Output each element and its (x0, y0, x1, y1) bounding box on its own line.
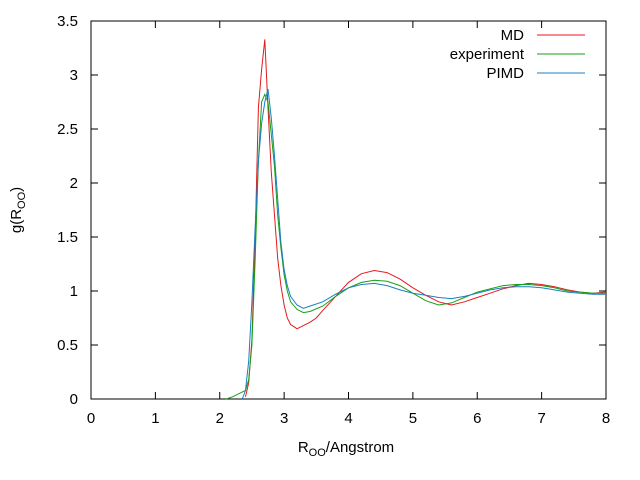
y-tick-label: 0 (70, 391, 78, 408)
y-tick-label: 1 (70, 283, 78, 300)
x-tick-label: 3 (280, 410, 288, 427)
x-tick-label: 5 (409, 410, 417, 427)
series-lines (226, 39, 607, 400)
x-tick-label: 2 (216, 410, 224, 427)
x-tick-label: 7 (537, 410, 545, 427)
y-tick-label: 2 (70, 175, 78, 192)
x-tick-label: 1 (151, 410, 159, 427)
legend-label-experiment: experiment (450, 46, 525, 63)
x-tick-label: 4 (344, 410, 352, 427)
legend-label-pimd: PIMD (487, 65, 525, 82)
y-tick-label: 2.5 (57, 121, 78, 138)
legend-label-md: MD (501, 27, 524, 44)
series-line-pimd (241, 88, 606, 400)
y-tick-label: 1.5 (57, 229, 78, 246)
x-tick-label: 0 (87, 410, 95, 427)
y-tick-label: 3.5 (57, 13, 78, 30)
x-tick-label: 6 (473, 410, 481, 427)
plot-frame (90, 20, 607, 400)
y-tick-label: 0.5 (57, 337, 78, 354)
series-line-experiment (226, 93, 606, 400)
y-tick-label: 3 (70, 67, 78, 84)
y-axis-label: g(ROO) (8, 187, 28, 233)
x-tick-label: 8 (602, 410, 610, 427)
legend: MD experiment PIMD (450, 27, 585, 82)
x-axis-label: ROO/Angstrom (298, 439, 394, 459)
series-line-md (245, 39, 607, 397)
axis-ticks: 0 1 2 3 4 5 6 7 8 0 0.5 1 1.5 2 2.5 3 3.5 (57, 13, 610, 427)
